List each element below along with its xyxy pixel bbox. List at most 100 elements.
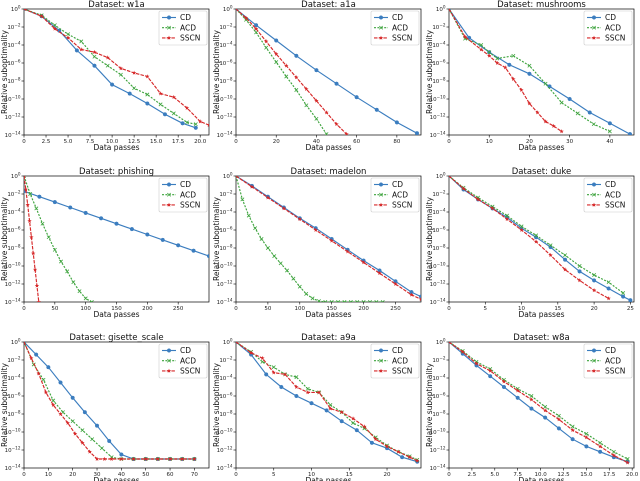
series-point [29, 355, 34, 361]
series-point [344, 131, 349, 135]
subplot-title: Dataset: w1a [88, 0, 144, 10]
y-axis-label: Relative suboptimality [425, 30, 434, 114]
series-point [31, 251, 36, 256]
series-point [294, 53, 299, 58]
series-line-sscn [449, 176, 609, 299]
legend-label: CD [605, 13, 616, 22]
series-point [611, 449, 616, 454]
series-point [488, 374, 493, 379]
series-point [527, 71, 532, 76]
series-point [34, 352, 39, 357]
series-point [180, 456, 185, 461]
series-point [105, 63, 110, 68]
series-point [462, 34, 468, 39]
series-point [591, 288, 597, 293]
series-point [110, 82, 115, 87]
series-point [529, 406, 534, 411]
x-tick-label: 0 [22, 306, 26, 312]
series-point [305, 390, 310, 395]
series-point [559, 129, 564, 134]
series-point [556, 413, 561, 418]
x-tick-label: 17.5 [172, 139, 185, 145]
series-point [511, 53, 516, 58]
x-tick-label: 0 [447, 472, 451, 478]
series-layer [24, 342, 197, 462]
series-point [272, 254, 277, 259]
y-tick-label: 10−14 [217, 131, 233, 140]
legend-label: CD [605, 346, 616, 355]
x-tick-label: 20 [526, 139, 533, 145]
legend-box [370, 10, 420, 46]
series-point [625, 457, 630, 461]
series-point [72, 431, 78, 436]
series-point [339, 409, 344, 415]
y-tick-label: 10−8 [7, 410, 21, 419]
series-point [279, 384, 284, 390]
x-tick-label: 60 [353, 139, 360, 145]
x-tick-label: 10 [308, 472, 315, 478]
series-point [584, 444, 589, 449]
series-point [584, 435, 589, 440]
series-point [66, 32, 71, 37]
series-point [367, 300, 372, 302]
series-layer [449, 9, 633, 135]
subplot-7: Dataset: gisette_scale Data passes Relativ… [0, 333, 210, 481]
series-point [559, 100, 564, 105]
series-point [263, 39, 269, 44]
legend-box [583, 343, 633, 379]
legend-label: ACD [605, 356, 621, 365]
x-tick-label: 200 [142, 306, 153, 312]
series-point [145, 232, 150, 237]
series-point [92, 63, 97, 68]
series-point [515, 388, 520, 393]
series-point [246, 213, 251, 218]
y-tick-label: 10−6 [7, 226, 21, 235]
series-point [28, 192, 33, 196]
x-tick-label: 40 [606, 139, 613, 145]
series-point [592, 273, 597, 277]
series-point [274, 51, 279, 56]
series-point [119, 452, 124, 457]
series-point [334, 121, 339, 127]
series-point [314, 98, 319, 103]
series-point [379, 192, 383, 197]
x-tick-label: 50 [51, 306, 58, 312]
subplot-title: Dataset: mushrooms [497, 0, 586, 10]
series-point [46, 365, 51, 370]
series-point [32, 267, 38, 272]
series-point [598, 449, 603, 454]
x-axis-label: Data passes [306, 476, 352, 481]
series-point [575, 111, 580, 116]
x-tick-label: 15 [554, 306, 561, 312]
y-tick-label: 10−2 [219, 190, 233, 199]
y-tick-label: 100 [11, 5, 21, 14]
series-point [284, 74, 289, 79]
series-point [68, 205, 73, 210]
series-point [490, 206, 495, 211]
series-point [192, 456, 197, 461]
series-point [461, 186, 466, 191]
y-tick-label: 10−14 [217, 464, 233, 473]
series-point [591, 15, 597, 20]
series-point [587, 110, 592, 115]
y-tick-label: 10−4 [219, 374, 233, 383]
series-point [83, 296, 88, 301]
series-point [236, 176, 238, 178]
series-point [59, 259, 63, 264]
series-point [58, 411, 63, 416]
series-point [543, 404, 548, 409]
subplot-2: Dataset: a1a Data passes Relative suboptim… [212, 0, 422, 152]
series-point [348, 300, 353, 302]
x-tick-label: 12.5 [557, 472, 570, 478]
y-tick-label: 10−10 [217, 95, 233, 104]
legend-label: ACD [392, 23, 408, 32]
subplot-9: Dataset: w8a Data passes Relative suboptim… [425, 333, 639, 481]
x-tick-label: 200 [358, 306, 369, 312]
series-point [379, 25, 383, 30]
